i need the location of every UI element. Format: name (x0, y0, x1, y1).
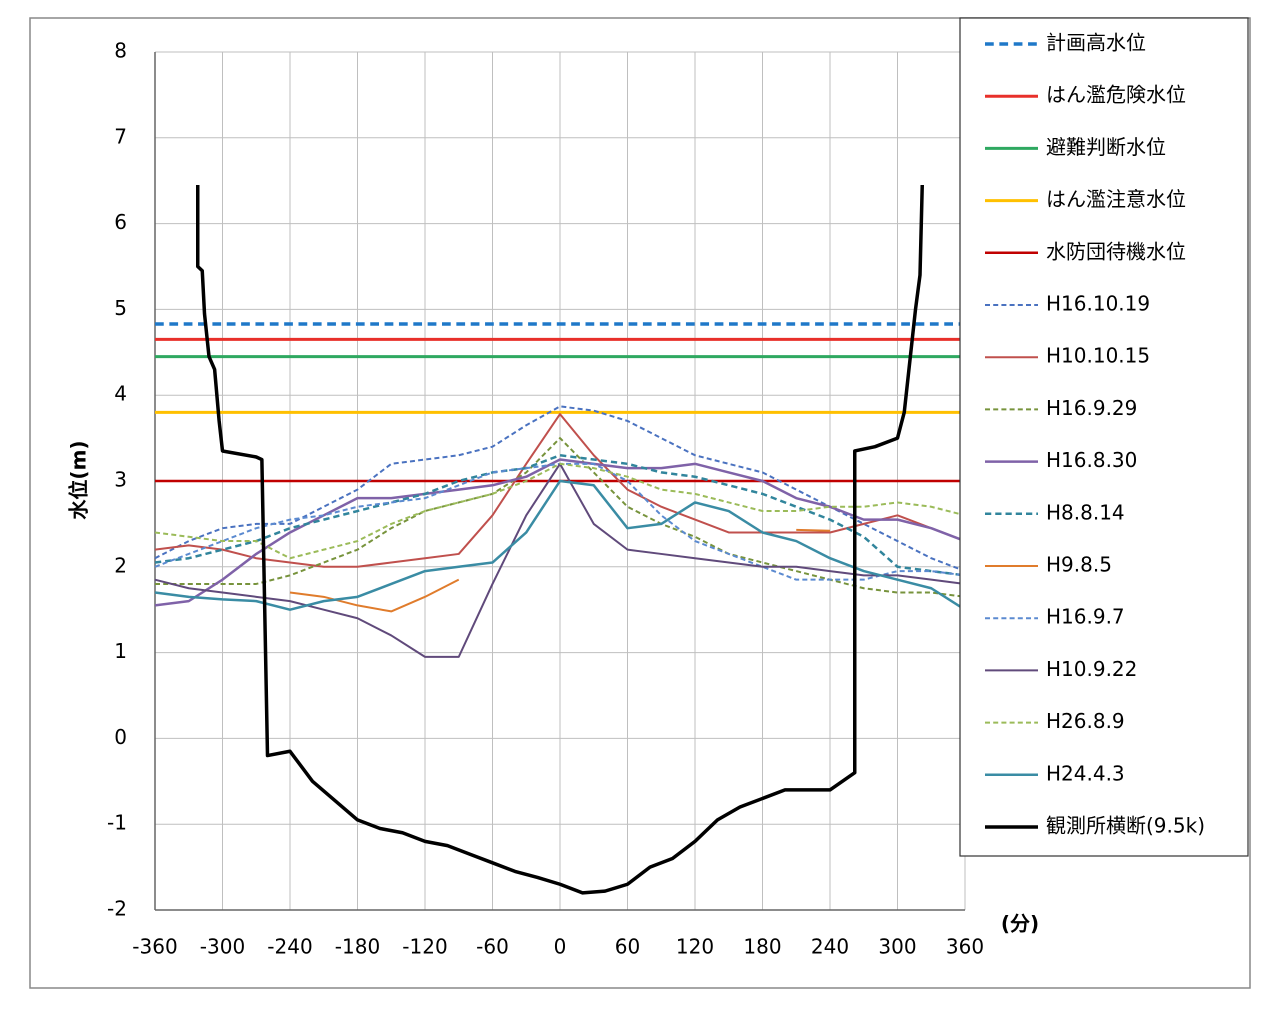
series-line (154, 413, 966, 568)
legend-label: H8.8.14 (1046, 500, 1125, 524)
y-tick-label: 3 (114, 468, 127, 492)
legend-label: H16.10.19 (1046, 292, 1150, 316)
legend-label: H9.8.5 (1046, 553, 1112, 577)
legend-label: 避難判断水位 (1046, 135, 1166, 159)
x-tick-label: -120 (402, 935, 447, 959)
x-tick-label: 60 (615, 935, 640, 959)
y-tick-label: -1 (107, 811, 127, 835)
legend-label: 水防団待機水位 (1046, 239, 1186, 263)
series-line (196, 184, 924, 895)
legend-label: 計画高水位 (1046, 31, 1146, 55)
legend-label: H16.9.7 (1046, 605, 1125, 629)
legend-label: H16.9.29 (1046, 396, 1137, 420)
legend-label: H26.8.9 (1046, 709, 1125, 733)
x-tick-label: 300 (878, 935, 916, 959)
x-tick-label: 180 (743, 935, 781, 959)
x-tick-label: -240 (267, 935, 312, 959)
series-line (154, 479, 966, 611)
y-tick-label: 8 (114, 39, 127, 63)
x-tick-label: 120 (676, 935, 714, 959)
y-tick-label: 7 (114, 124, 127, 148)
x-tick-label: 240 (811, 935, 849, 959)
legend-label: はん濫注意水位 (1046, 187, 1186, 211)
y-tick-label: 1 (114, 639, 127, 663)
x-tick-label: 360 (946, 935, 984, 959)
series-line (289, 528, 831, 613)
y-tick-label: 0 (114, 725, 127, 749)
series-line (154, 462, 966, 560)
legend-label: H10.9.22 (1046, 657, 1137, 681)
legend-box (959, 17, 1249, 857)
y-tick-label: 2 (114, 553, 127, 577)
series-line (154, 458, 966, 607)
y-tick-label: 4 (114, 382, 127, 406)
x-axis-label: (分) (1001, 912, 1039, 936)
series-line (154, 454, 966, 577)
x-tick-label: -300 (200, 935, 245, 959)
legend-label: 観測所横断(9.5k) (1046, 814, 1205, 838)
x-tick-label: 0 (554, 935, 567, 959)
x-tick-label: -60 (476, 935, 509, 959)
y-tick-label: 5 (114, 296, 127, 320)
legend-label: はん濫危険水位 (1046, 83, 1186, 107)
y-tick-label: -2 (107, 897, 127, 921)
x-tick-label: -360 (132, 935, 177, 959)
y-tick-label: 6 (114, 210, 127, 234)
legend-label: H24.4.3 (1046, 761, 1125, 785)
y-axis-label: 水位(m) (67, 440, 91, 519)
x-tick-label: -180 (335, 935, 380, 959)
legend-label: H16.8.30 (1046, 448, 1137, 472)
legend-label: H10.10.15 (1046, 344, 1150, 368)
